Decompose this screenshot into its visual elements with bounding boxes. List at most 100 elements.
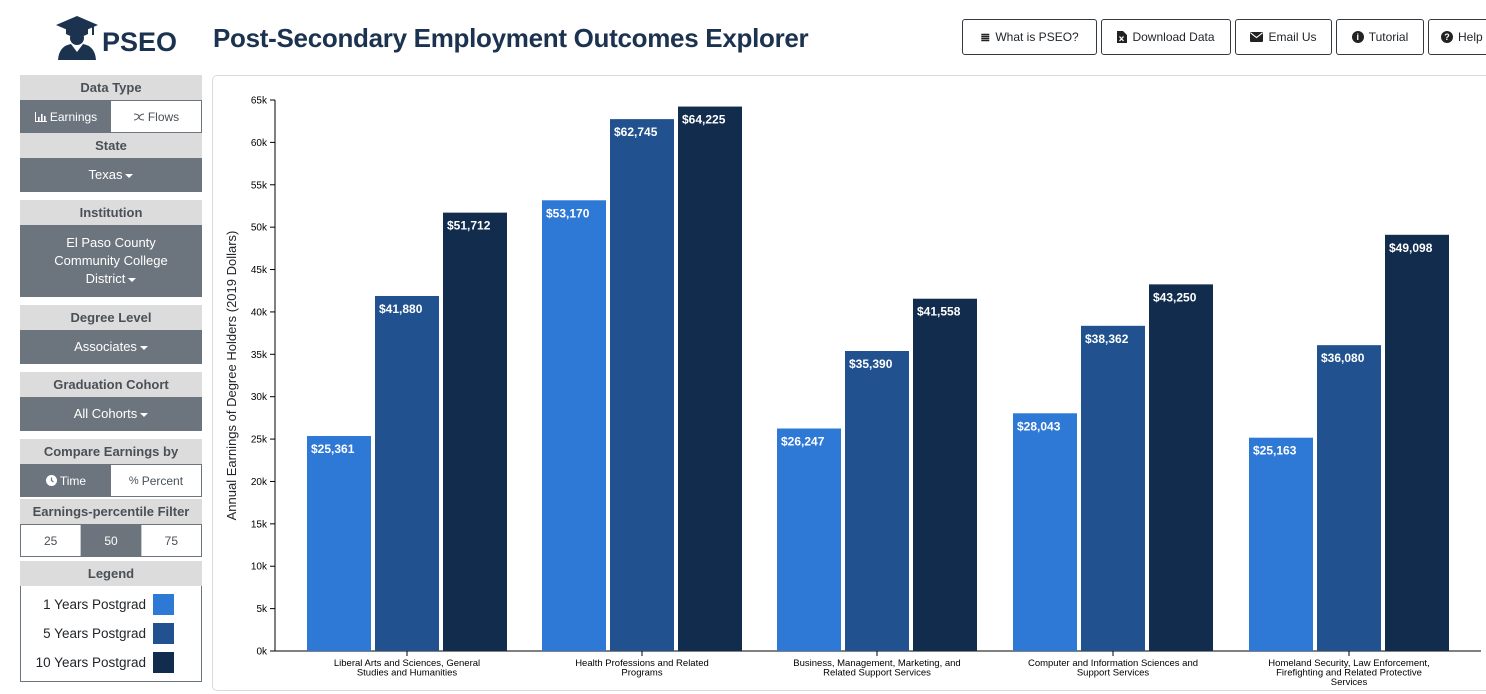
nav-label: Tutorial — [1368, 30, 1409, 44]
compare-toggle: Time % Percent — [20, 464, 202, 497]
dropdown-value-line: Community College — [54, 253, 168, 268]
percentile-75-button[interactable]: 75 — [140, 525, 201, 556]
tutorial-button[interactable]: i Tutorial — [1336, 19, 1424, 55]
legend-swatch — [153, 652, 174, 673]
percentile-50-button[interactable]: 50 — [80, 525, 141, 556]
legend-item-label: 10 Years Postgrad — [35, 655, 146, 670]
y-axis-title: Annual Earnings of Degree Holders (2019 … — [224, 231, 239, 521]
y-tick-label: 50k — [251, 223, 268, 234]
nav-label: What is PSEO? — [995, 30, 1079, 44]
bar — [1149, 284, 1213, 651]
percentile-25-button[interactable]: 25 — [21, 525, 81, 556]
legend-item-label: 1 Years Postgrad — [43, 597, 146, 612]
help-button[interactable]: ? Help — [1428, 19, 1486, 55]
degree-level-dropdown[interactable]: Associates — [20, 330, 202, 364]
bar-chart-icon — [34, 111, 47, 122]
percentile-label: Earnings-percentile Filter — [20, 499, 202, 524]
x-tick-label: Programs — [621, 668, 662, 679]
email-us-button[interactable]: Email Us — [1235, 19, 1332, 55]
institution-dropdown[interactable]: El Paso County Community College Distric… — [20, 225, 202, 297]
logo-text: PSEO — [102, 27, 178, 57]
bar-value-label: $62,745 — [614, 125, 658, 139]
bar — [777, 428, 841, 651]
bar-value-label: $38,362 — [1085, 332, 1129, 346]
dropdown-value: Texas — [88, 167, 123, 182]
page-title: Post-Secondary Employment Outcomes Explo… — [213, 23, 809, 53]
y-tick-label: 15k — [251, 519, 268, 530]
bar — [845, 351, 909, 651]
graduate-icon — [56, 16, 98, 60]
data-type-label: Data Type — [20, 75, 202, 100]
y-tick-label: 20k — [251, 477, 268, 488]
caret-down-icon — [125, 173, 134, 178]
x-tick-label: Support Services — [1077, 668, 1150, 679]
toggle-label: Percent — [141, 473, 184, 488]
chart-panel: 0k 5k 10k 15k 20k 25k 30k 35k 40k 45k 50k 55k 60k 65k… — [212, 75, 1486, 691]
earnings-bar-chart: 0k 5k 10k 15k 20k 25k 30k 35k 40k 45k 50k 55k 60k 65k… — [224, 96, 1481, 688]
bar — [375, 295, 439, 651]
bar-value-label: $43,250 — [1153, 290, 1197, 304]
caret-down-icon — [139, 345, 148, 350]
bar — [307, 436, 371, 651]
download-data-button[interactable]: Download Data — [1101, 19, 1231, 55]
clock-icon — [45, 475, 57, 486]
state-dropdown[interactable]: Texas — [20, 158, 202, 192]
x-tick-label: Services — [1331, 677, 1368, 688]
earnings-toggle-button[interactable]: Earnings — [21, 101, 111, 132]
bar-value-label: $51,712 — [447, 219, 491, 233]
list-icon: ≣ — [980, 30, 991, 44]
bar — [678, 106, 742, 652]
y-tick-label: 30k — [251, 392, 268, 403]
bar — [610, 119, 674, 651]
nav-label: Download Data — [1132, 30, 1215, 44]
legend-swatch — [153, 623, 174, 644]
toggle-label: Earnings — [49, 109, 98, 124]
caret-down-icon — [128, 277, 137, 282]
bar — [1317, 345, 1381, 651]
percent-toggle-button[interactable]: % Percent — [111, 465, 201, 496]
bar-value-label: $25,163 — [1253, 444, 1297, 458]
time-toggle-button[interactable]: Time — [21, 465, 111, 496]
legend-item: 10 Years Postgrad — [21, 648, 201, 677]
dropdown-value-line: El Paso County — [66, 235, 156, 250]
what-is-pseo-button[interactable]: ≣ What is PSEO? — [962, 19, 1097, 55]
bar — [443, 212, 507, 651]
degree-level-label: Degree Level — [20, 305, 202, 330]
nav-label: Help — [1458, 30, 1483, 44]
envelope-icon — [1250, 32, 1264, 42]
bar-value-label: $28,043 — [1017, 419, 1061, 433]
bar-value-label: $53,170 — [546, 206, 590, 220]
x-tick-label: Computer and Information Sciences and — [1028, 658, 1198, 669]
legend-item: 5 Years Postgrad — [21, 619, 201, 648]
y-tick-label: 65k — [251, 96, 268, 107]
cohort-dropdown[interactable]: All Cohorts — [20, 397, 202, 431]
x-tick-label: Liberal Arts and Sciences, General — [334, 658, 480, 669]
dropdown-value-line: District — [85, 271, 126, 286]
bar-value-label: $41,880 — [379, 302, 423, 316]
x-tick-label: Health Professions and Related — [575, 658, 709, 669]
dropdown-value: All Cohorts — [73, 406, 138, 421]
logo[interactable]: PSEO — [54, 14, 177, 60]
y-tick-label: 35k — [251, 350, 268, 361]
legend-swatch — [153, 594, 174, 615]
x-tick-label: Studies and Humanities — [357, 668, 458, 679]
x-tick-label: Firefighting and Related Protective — [1276, 668, 1422, 679]
y-tick-label: 10k — [251, 562, 268, 573]
y-tick-label: 60k — [251, 138, 268, 149]
cohort-label: Graduation Cohort — [20, 372, 202, 397]
caret-down-icon — [140, 412, 149, 417]
y-tick-label: 55k — [251, 180, 268, 191]
nav-label: Email Us — [1268, 30, 1317, 44]
question-circle-icon: ? — [1441, 31, 1453, 43]
file-excel-icon — [1117, 31, 1128, 43]
institution-label: Institution — [20, 200, 202, 225]
bar — [913, 298, 977, 651]
legend: 1 Years Postgrad 5 Years Postgrad 10 Yea… — [20, 586, 202, 682]
flows-toggle-button[interactable]: Flows — [111, 101, 201, 132]
bar-value-label: $64,225 — [682, 113, 726, 127]
bar-value-label: $36,080 — [1321, 351, 1365, 365]
data-type-toggle: Earnings Flows — [20, 100, 202, 133]
bar — [1385, 234, 1449, 651]
percent-icon: % — [128, 474, 139, 487]
filter-sidebar: Data Type Earnings Flows State Texas Ins… — [20, 75, 202, 682]
